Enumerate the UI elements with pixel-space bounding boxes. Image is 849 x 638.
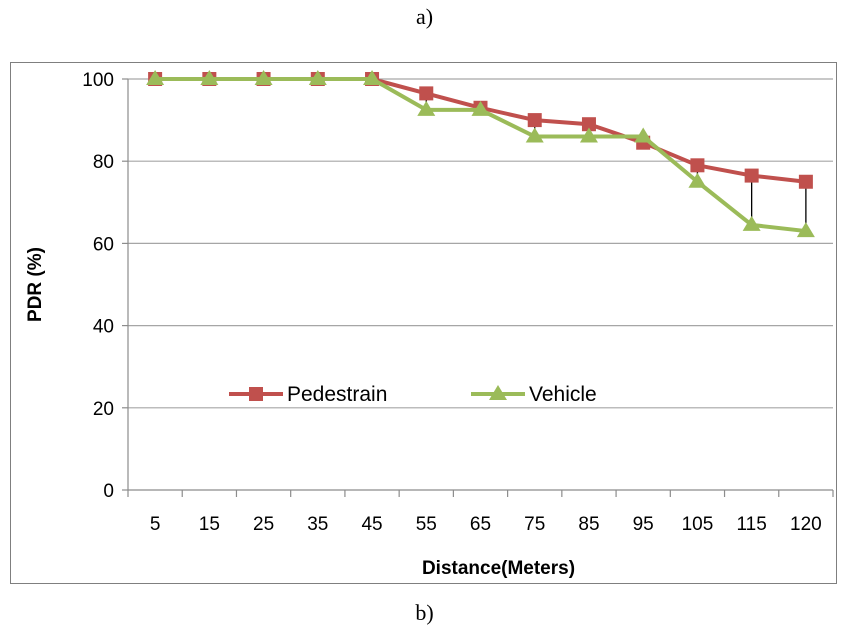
legend-label: Vehicle [529, 383, 597, 406]
data-point-square [527, 113, 542, 128]
series-vehicle [146, 70, 815, 238]
x-axis-title: Distance(Meters) [422, 558, 575, 579]
legend: Pedestrain Vehicle [229, 383, 597, 406]
data-point-triangle [254, 70, 273, 85]
x-tick-label: 85 [578, 514, 599, 535]
x-tick-label: 65 [470, 514, 491, 535]
legend-marker-triangle [489, 385, 507, 400]
line-chart: 0 20 40 60 80 100 5 15 25 35 45 55 65 75 85 95 105 115 12… [25, 70, 834, 579]
y-tick-label: 60 [93, 234, 114, 255]
data-point-triangle [634, 127, 653, 143]
axes [122, 78, 834, 497]
x-tick-label: 95 [633, 514, 654, 535]
data-point-square [419, 86, 434, 101]
x-tick-label: 5 [150, 514, 161, 535]
data-point-square [744, 168, 759, 183]
data-point-triangle [417, 100, 436, 116]
x-tick-label: 75 [524, 514, 545, 535]
legend-item-pedestrain: Pedestrain [229, 383, 387, 406]
x-tick-label: 115 [737, 514, 767, 535]
data-point-triangle [579, 127, 598, 143]
caption-top: a) [415, 4, 434, 29]
data-point-triangle [688, 172, 707, 188]
x-tick-label: 35 [307, 514, 328, 535]
y-tick-labels: 0 20 40 60 80 100 [82, 70, 114, 502]
x-tick-label: 25 [253, 514, 274, 535]
legend-label: Pedestrain [287, 383, 387, 406]
legend-marker-square [249, 387, 263, 401]
series-line [155, 77, 807, 184]
data-point-triangle [796, 222, 815, 238]
data-point-triangle [471, 100, 490, 116]
data-point-square [690, 158, 705, 173]
data-point-triangle [308, 70, 327, 85]
y-tick-label: 80 [93, 152, 114, 173]
data-point-triangle [525, 127, 544, 143]
y-tick-label: 100 [82, 70, 114, 91]
gridlines [128, 78, 833, 409]
y-axis-title: PDR (%) [25, 247, 46, 322]
x-tick-label: 15 [199, 514, 220, 535]
data-point-triangle [200, 70, 219, 85]
legend-item-vehicle: Vehicle [471, 383, 597, 406]
series-pedestrain [148, 72, 813, 189]
y-tick-label: 40 [93, 317, 114, 338]
data-point-square [798, 174, 813, 189]
data-point-triangle [742, 215, 761, 231]
x-tick-label: 55 [416, 514, 437, 535]
caption-bottom: b) [415, 600, 434, 625]
x-tick-label: 105 [682, 514, 714, 535]
series [146, 70, 815, 238]
x-tick-labels: 5 15 25 35 45 55 65 75 85 95 105 115 120 [150, 514, 822, 535]
y-tick-label: 0 [103, 481, 114, 502]
data-point-triangle [146, 70, 165, 85]
y-tick-label: 20 [93, 399, 114, 420]
data-point-square [581, 117, 596, 132]
x-tick-label: 45 [361, 514, 382, 535]
x-tick-label: 120 [790, 514, 822, 535]
chart-frame: 0 20 40 60 80 100 5 15 25 35 45 55 65 75 85 95 105 115 12… [10, 62, 837, 584]
data-point-triangle [363, 70, 382, 85]
